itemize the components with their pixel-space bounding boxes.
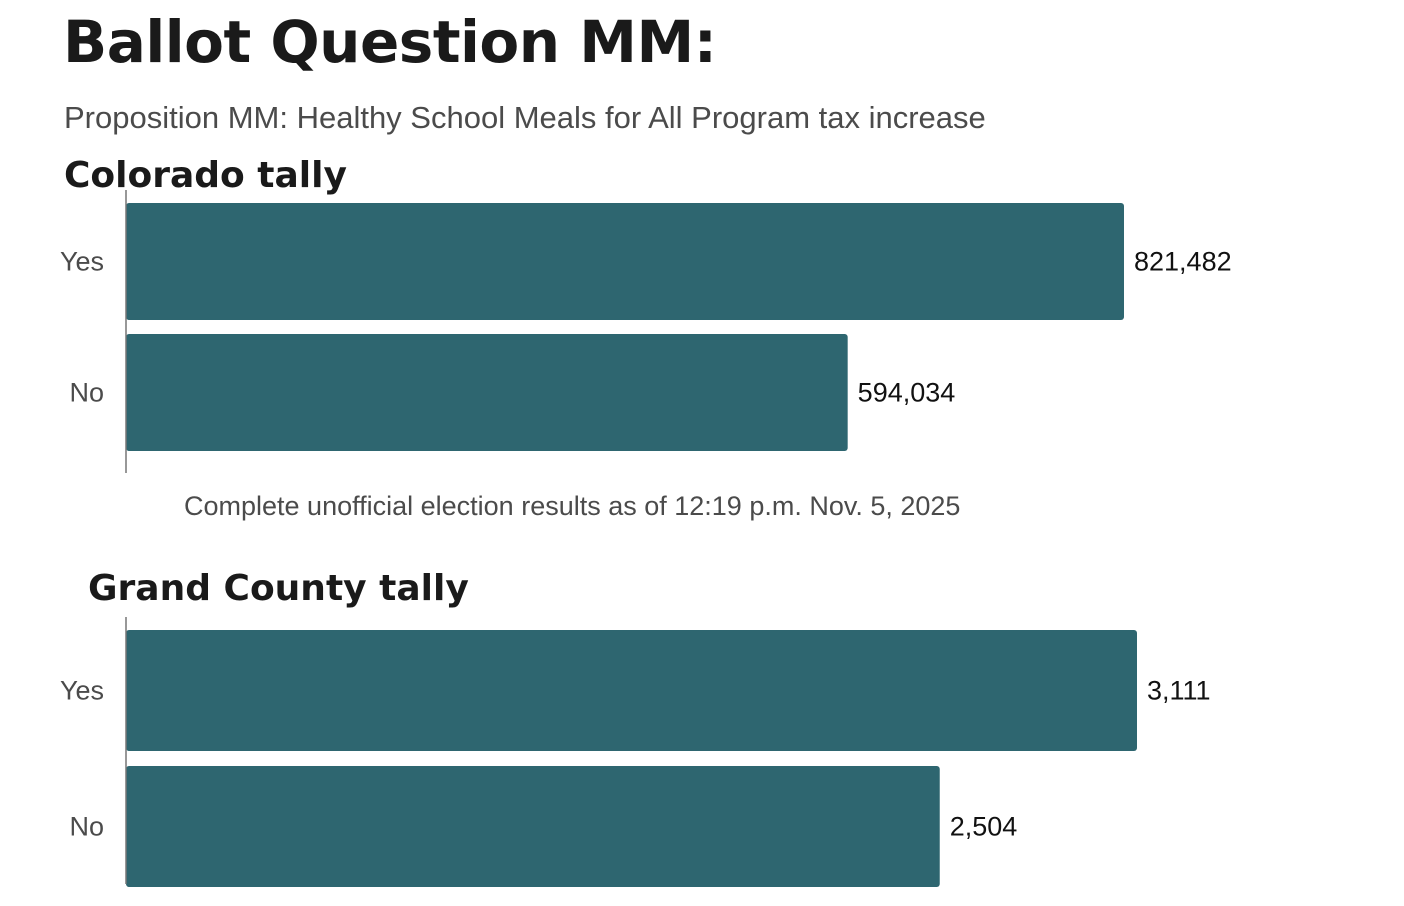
colorado-tally-chart: Colorado tally Yes 821,482 No 594,034 — [60, 155, 1232, 473]
colorado-category-label-yes: Yes — [60, 247, 104, 277]
grand-county-value-label-no: 2,504 — [950, 812, 1018, 842]
grand-county-value-label-yes: 3,111 — [1147, 676, 1211, 706]
grand-county-category-label-no: No — [69, 812, 104, 842]
grand-county-bar-yes — [126, 630, 1137, 751]
grand-county-bar-no — [126, 766, 940, 887]
colorado-bar-no — [126, 334, 848, 451]
colorado-bar-yes — [126, 203, 1124, 320]
grand-county-chart-heading: Grand County tally — [88, 568, 469, 609]
page-subtitle: Proposition MM: Healthy School Meals for… — [64, 100, 986, 135]
grand-county-category-label-yes: Yes — [60, 676, 104, 706]
colorado-chart-heading: Colorado tally — [64, 155, 347, 196]
colorado-category-label-no: No — [69, 378, 104, 408]
results-note: Complete unofficial election results as … — [184, 491, 961, 521]
grand-county-tally-chart: Grand County tally Yes 3,111 No 2,504 — [60, 568, 1211, 887]
colorado-value-label-no: 594,034 — [858, 378, 956, 408]
colorado-value-label-yes: 821,482 — [1134, 247, 1232, 277]
page-title: Ballot Question MM: — [63, 8, 717, 76]
